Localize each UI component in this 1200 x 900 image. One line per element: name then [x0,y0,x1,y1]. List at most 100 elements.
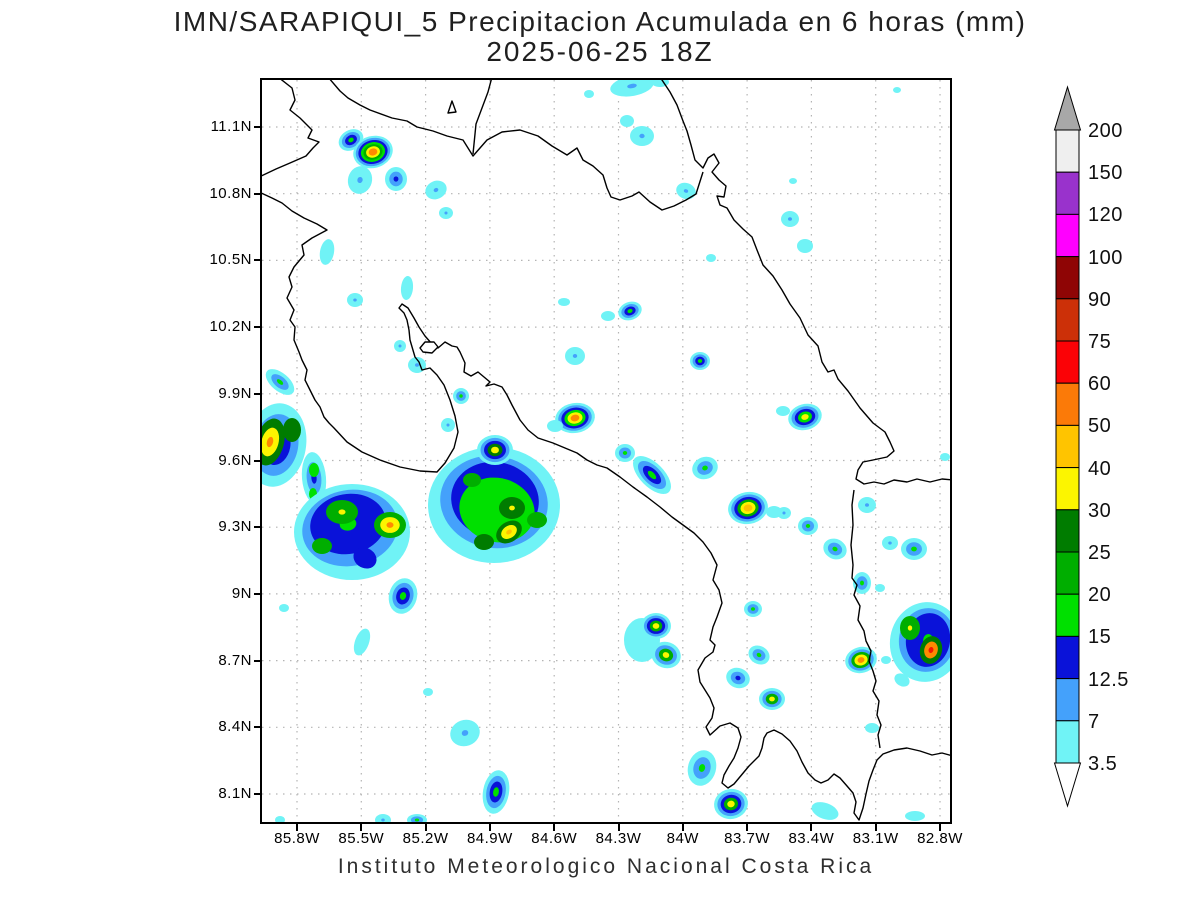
precip-contour-cy [375,814,391,822]
precip-contour-g3 [309,463,319,477]
colorbar-boundary-label: 25 [1088,542,1112,564]
precip-contour-cy [651,80,669,87]
colorbar-segment [1055,340,1080,384]
precip-contour-ye [907,625,913,631]
coastline [472,80,492,155]
precip-contour-lb [461,730,469,736]
precip-contour-cy [423,688,433,696]
precip-contour-lb [627,83,637,89]
colorbar-segment [1055,171,1080,215]
lon-tick-label: 84.6W [531,830,578,847]
precip-contour-cy [893,87,901,93]
lon-tick-mark [488,823,491,831]
colorbar-arrow-up [1053,85,1082,131]
precip-contour-cy [706,254,716,262]
precip-contour-g3 [697,359,703,363]
precip-contour-g3 [627,308,633,314]
colorbar-legend: 200 150 120 100 90 75 60 50 40 30 25 20 15 12.5 7 3.5 [1050,84,1200,824]
lon-tick-label: 82.8W [917,830,963,847]
precip-contour-g3 [805,524,811,528]
colorbar-segment [1055,424,1080,469]
coastline [447,100,457,114]
colorbar-boundary-label: 12.5 [1088,668,1129,691]
lon-tick-mark [810,823,813,831]
lon-tick-label: 83.4W [788,830,835,847]
colorbar-boundary-label: 90 [1088,288,1112,311]
lat-tick-mark [254,259,262,262]
precip-contour-lb [888,541,892,545]
lon-tick-mark [360,823,363,831]
precip-contour-lb [398,344,402,348]
map-plot-area [260,78,952,824]
precip-contour-lb [357,176,363,184]
coastline [262,80,320,177]
precip-contour-cy [620,115,634,127]
precip-contour-cy [905,811,925,821]
colorbar-boundary-label: 120 [1088,204,1123,227]
colorbar-boundary-label: 50 [1088,415,1112,438]
lat-tick-label: 8.7N [218,651,252,669]
lat-tick-label: 9.6N [218,451,252,469]
precip-contour-cy [353,628,371,656]
lon-tick-mark [681,823,684,831]
precip-contour-g3 [493,787,499,797]
precip-contour-or [570,414,580,422]
precip-contour-go [743,504,753,512]
colorbar-boundary-label: 40 [1088,457,1112,480]
lat-tick-mark [254,459,262,462]
colorbar-segment [1055,298,1080,342]
precip-contour-or [857,657,865,663]
precip-contour-lb [446,423,450,427]
precip-contour-ye [491,446,499,454]
colorbar-arrow-down [1053,762,1082,808]
precip-contour-lb [444,211,448,215]
colorbar-boundary-label: 75 [1088,331,1112,353]
lat-tick-label: 8.1N [218,785,252,802]
colorbar-boundary-label: 150 [1088,162,1123,185]
precip-contour-or [266,436,274,448]
precip-contour-or [386,522,394,528]
precip-contour-or [368,148,378,156]
colorbar-segment [1055,678,1080,722]
precip-contour-g3 [698,764,706,772]
lon-tick-label: 84.3W [595,830,642,847]
precip-contour-ye [509,505,515,511]
precip-contour-g3 [832,546,838,552]
precip-contour-lb [353,298,357,302]
lat-tick-mark [254,726,262,729]
colorbar-segment [1055,467,1080,511]
precip-contour-cy [894,673,910,687]
precip-contour-db [393,176,399,182]
precip-contour-cy [776,406,790,416]
precip-contour-cy [400,276,414,300]
precip-contour-re [928,646,934,654]
lat-tick-mark [254,592,262,595]
lat-tick-label: 8.4N [218,718,252,736]
page-title: IMN/SARAPIQUI_5 Precipitacion Acumulada … [173,6,1027,37]
precip-contour-lb [639,133,645,139]
lon-tick-label: 83.1W [852,830,899,847]
lon-tick-label: 85.8W [274,830,320,847]
lat-tick-mark [254,793,262,795]
colorbar-boundary-label: 60 [1088,373,1112,396]
colorbar-boundary-label: 20 [1088,584,1112,607]
precip-contour-g2 [527,512,547,528]
source-caption: Instituto Meteorologico Nacional Costa R… [337,855,875,878]
lon-tick-label: 84W [666,830,699,847]
lon-tick-mark [617,823,620,831]
precip-contour-ye [769,696,775,702]
colorbar-boundary-label: 15 [1088,626,1112,649]
lat-tick-mark [254,526,262,529]
precip-contour-cy [601,311,615,321]
lat-tick-label: 10.2N [209,318,252,336]
precip-contour-go [506,529,512,535]
precip-contour-ye [652,623,660,629]
lon-tick-label: 85.5W [338,830,385,847]
colorbar-graphic [1053,85,1082,808]
colorbar-boundary-label: 7 [1088,710,1100,733]
colorbar-boundary-label: 30 [1088,499,1112,522]
precip-contour-g3 [702,465,708,471]
lat-tick-label: 9N [231,584,252,602]
colorbar-boundary-label: 100 [1088,246,1123,269]
